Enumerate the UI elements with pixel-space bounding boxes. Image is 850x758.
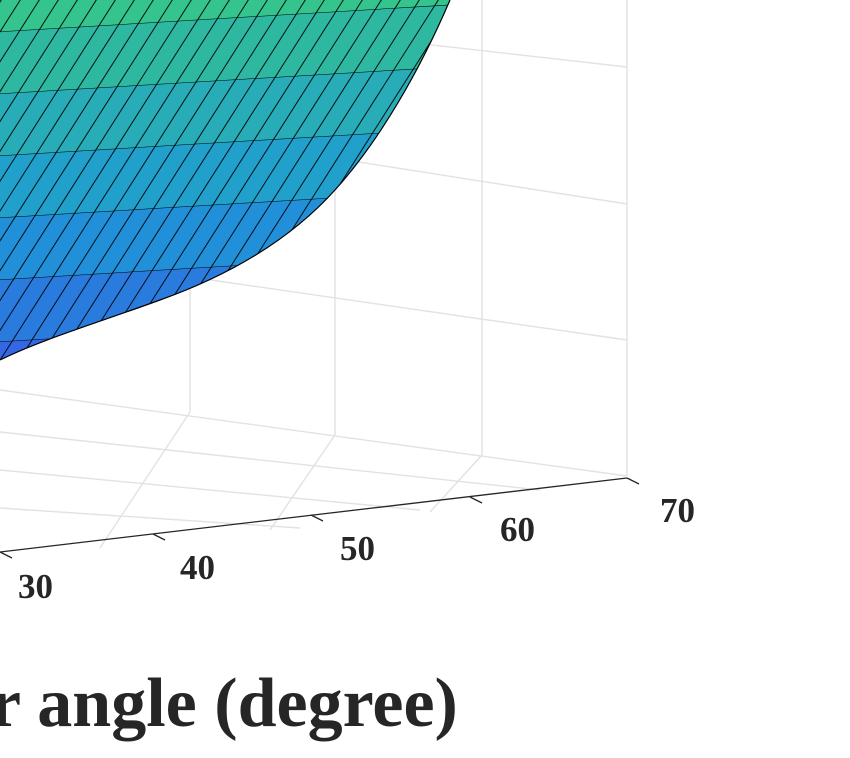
surface-mesh-line (0, 0, 53, 360)
surface-mesh-line (589, 0, 850, 420)
surface-mesh-line (0, 0, 110, 360)
surface-mesh-line (475, 0, 755, 420)
grid-floor-4 (0, 507, 301, 529)
surface-mesh-line (532, 0, 812, 420)
x-axis-title: r angle (degree) (0, 665, 458, 742)
x-tick-label-50: 50 (340, 529, 375, 568)
surface-mesh-line (722, 0, 850, 420)
surface-mesh-line (379, 0, 450, 360)
x-axis-line (0, 477, 628, 553)
surface-edge (0, 0, 451, 361)
x-tick-30 (0, 551, 13, 559)
surface-mesh-line (398, 0, 450, 360)
surface-mesh-line (627, 0, 850, 420)
x-tick-label-60: 60 (500, 510, 535, 549)
x-tick-60 (469, 496, 483, 504)
grid-floor-1 (0, 389, 628, 477)
surface-mesh-line (0, 0, 167, 360)
surface-mesh-line (436, 0, 450, 360)
grid-floor-3 (0, 469, 421, 511)
surface-contour-line (0, 438, 470, 466)
surface-mesh (0, 0, 850, 466)
surface-mesh-line (665, 0, 850, 420)
surface-mesh-line (646, 0, 850, 420)
x-tick-70 (626, 477, 640, 485)
grid-floor-2 (0, 431, 541, 491)
x-tick-40 (152, 533, 166, 541)
surface-band (0, 0, 450, 32)
x-tick-label-70: 70 (660, 491, 695, 530)
surface-mesh-line (0, 0, 262, 360)
surface-mesh-line (0, 0, 129, 360)
x-tick-label-30: 30 (18, 567, 53, 606)
surface-mesh-line (0, 0, 205, 360)
surface-mesh-line (684, 0, 850, 420)
grid-floor-5 (99, 411, 191, 549)
grid-wall-horizontal-3 (189, 276, 628, 341)
surface-mesh-line (0, 0, 148, 360)
surface-mesh-line (703, 0, 850, 420)
surface-mesh-line (0, 0, 91, 360)
surface-mesh-line (513, 0, 793, 420)
surface-mesh-line (417, 0, 450, 360)
x-tick-50 (310, 514, 324, 522)
surface-mesh-line (0, 0, 72, 360)
surface-mesh-line (494, 0, 774, 420)
x-tick-label-40: 40 (180, 548, 215, 587)
grid-floor-6 (269, 434, 336, 531)
surface-band (0, 376, 470, 466)
surface-mesh-line (0, 0, 186, 360)
surface-mesh-line (0, 0, 243, 360)
surface-mesh-line (608, 0, 850, 420)
surface-mesh-line (570, 0, 850, 420)
x-axis (0, 477, 640, 559)
x-tick-labels: 30 40 50 60 70 (18, 491, 695, 606)
surface-mesh-line (741, 0, 850, 420)
grid-floor-7 (429, 454, 483, 513)
surface-mesh-line (0, 0, 224, 360)
